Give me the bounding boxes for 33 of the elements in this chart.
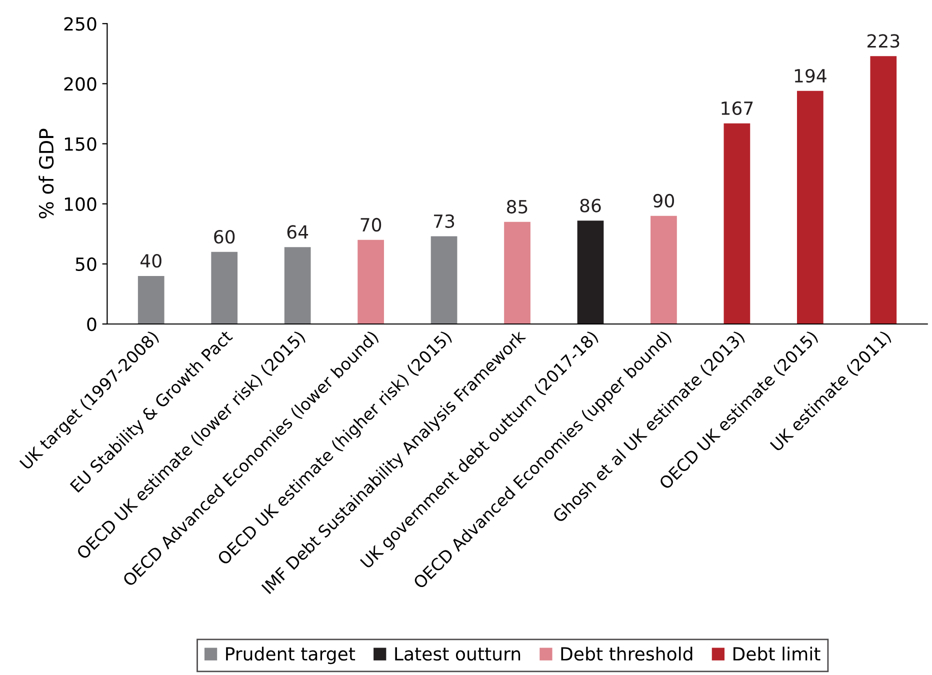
bar: [211, 252, 238, 324]
y-axis-title: % of GDP: [38, 128, 54, 218]
data-label: 223: [867, 34, 900, 48]
legend-label: Debt limit: [734, 646, 820, 661]
y-tick-label: 50: [76, 257, 96, 272]
data-label: 86: [580, 198, 601, 212]
bar: [650, 216, 677, 324]
bar: [138, 276, 164, 324]
data-label: 73: [434, 214, 454, 228]
bar: [724, 123, 750, 324]
y-tick-label: 100: [64, 197, 96, 211]
bar: [284, 247, 311, 324]
data-label: 64: [287, 225, 308, 239]
data-label: 194: [794, 68, 826, 83]
y-tick-label: 150: [64, 137, 96, 151]
data-label: 70: [360, 218, 382, 232]
bar: [504, 222, 530, 324]
bar: [870, 56, 897, 324]
data-label: 40: [140, 254, 162, 268]
data-label: 60: [214, 230, 235, 244]
bar: [358, 240, 384, 324]
bar: [796, 90, 824, 324]
y-tick-label: 200: [64, 77, 96, 91]
legend-label: Prudent target: [226, 646, 356, 664]
data-label: 85: [506, 200, 528, 214]
y-tick-label: 250: [64, 17, 96, 31]
bar: [430, 236, 458, 324]
legend-label: Debt threshold: [561, 646, 692, 661]
data-label: 90: [653, 194, 674, 208]
data-label: 167: [722, 101, 753, 116]
legend-label: Latest outturn: [395, 647, 520, 661]
bar: [577, 220, 604, 324]
y-tick-label: 0: [87, 317, 96, 332]
